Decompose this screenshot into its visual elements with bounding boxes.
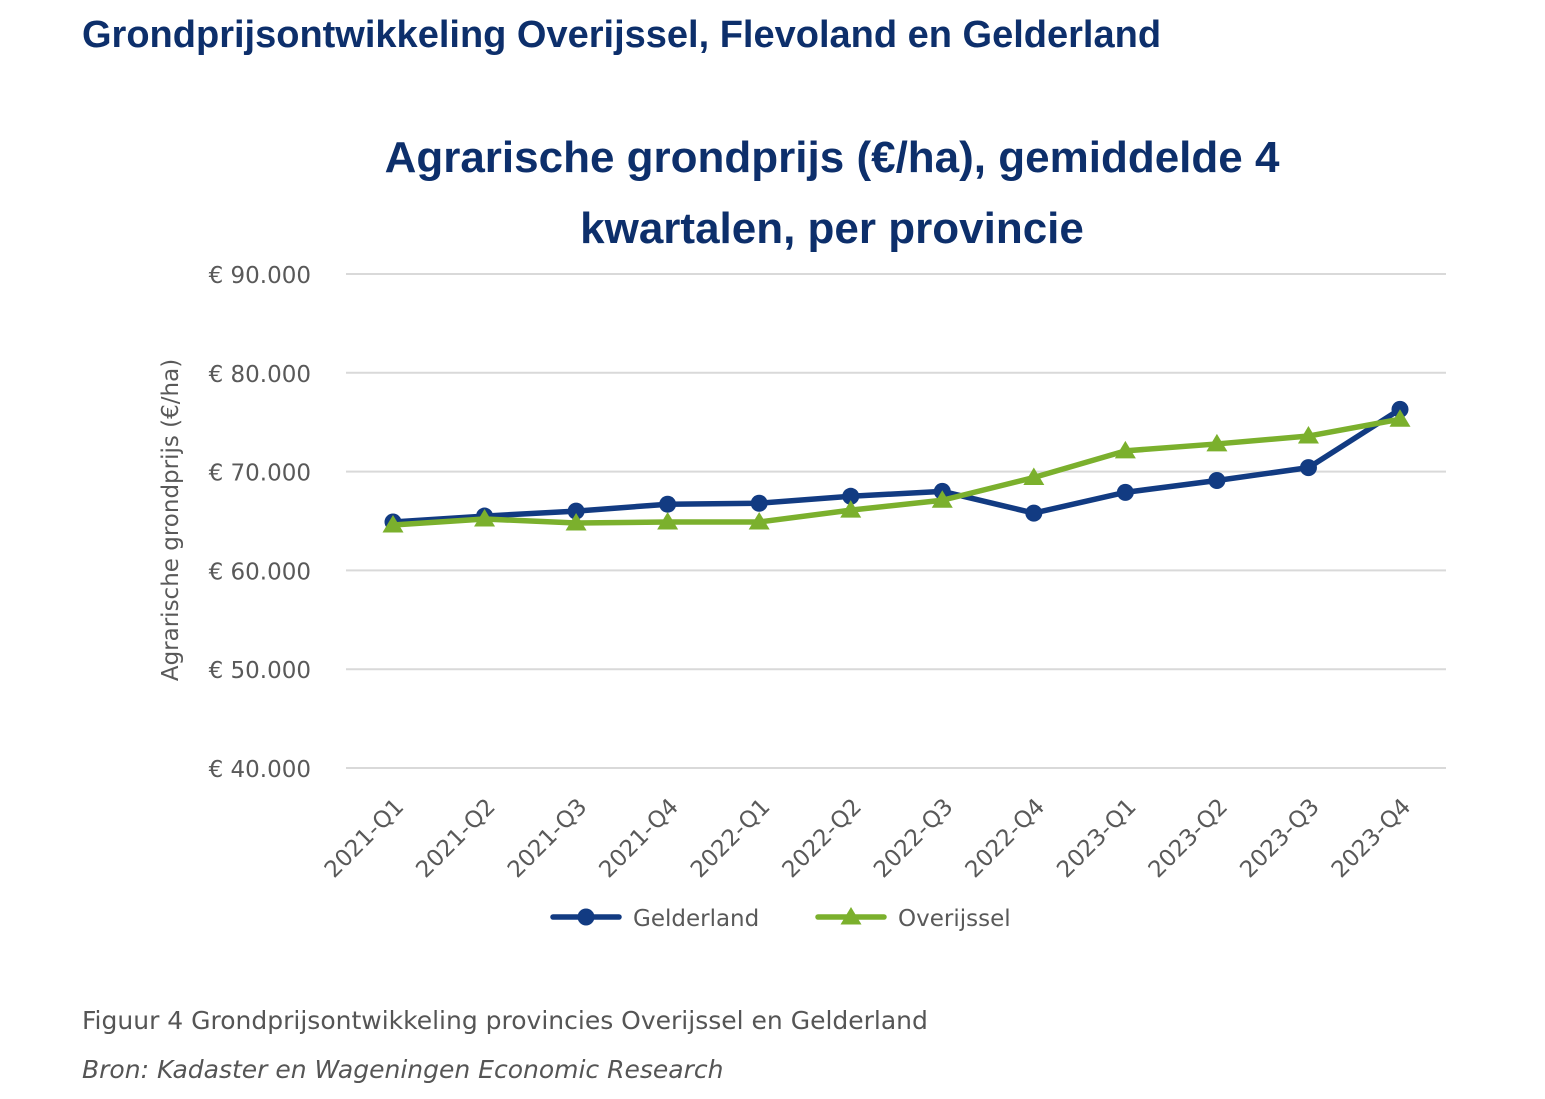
figure-caption: Figuur 4 Grondprijsontwikkeling provinci… (82, 1006, 928, 1035)
y-tick-label: € 50.000 (209, 658, 311, 684)
legend-label-gelderland: Gelderland (633, 906, 759, 932)
series-gelderland (384, 400, 1409, 531)
y-axis-tick-labels: € 40.000 € 50.000 € 60.000 € 70.000 € 80.000… (209, 263, 311, 783)
x-tick-label: 2023-Q3 (1235, 794, 1324, 883)
series-overijssel (382, 409, 1411, 533)
data-point-overijssel (1023, 467, 1045, 486)
x-tick-label: 2021-Q2 (411, 794, 500, 883)
y-tick-label: € 90.000 (209, 263, 311, 289)
data-point-overijssel (1297, 426, 1319, 444)
figure-source: Bron: Kadaster en Wageningen Economic Re… (82, 1055, 724, 1084)
x-tick-label: 2023-Q2 (1144, 794, 1233, 883)
gridlines (346, 273, 1446, 769)
legend: Gelderland Overijssel (550, 906, 1011, 932)
y-axis-label: Agrarische grondprijs (€/ha) (158, 359, 184, 681)
data-point-gelderland (1299, 459, 1317, 477)
data-point-gelderland (1025, 504, 1043, 522)
y-tick-label: € 70.000 (209, 461, 311, 487)
x-tick-label: 2022-Q3 (869, 794, 958, 883)
x-axis-tick-labels: 2021-Q1 2021-Q2 2021-Q3 2021-Q4 2022-Q1 2022-… (320, 794, 1416, 883)
x-tick-label: 2022-Q2 (778, 794, 867, 883)
data-point-overijssel (1206, 433, 1228, 452)
data-point-overijssel (1114, 440, 1136, 459)
x-tick-label: 2021-Q1 (320, 794, 409, 883)
data-point-overijssel (1389, 409, 1411, 427)
x-tick-label: 2023-Q1 (1052, 794, 1141, 883)
data-point-gelderland (842, 487, 860, 505)
y-tick-label: € 40.000 (209, 757, 311, 783)
y-tick-label: € 60.000 (209, 559, 311, 585)
data-point-overijssel (382, 514, 404, 533)
x-tick-label: 2021-Q3 (503, 794, 592, 883)
data-point-gelderland (1116, 483, 1134, 501)
x-tick-label: 2021-Q4 (594, 794, 683, 883)
x-tick-label: 2022-Q1 (686, 794, 775, 883)
chart-title-line-1: Agrarische grondprijs (€/ha), gemiddelde… (385, 133, 1280, 182)
page-heading: Grondprijsontwikkeling Overijssel, Flevo… (82, 14, 1162, 56)
data-point-overijssel (840, 500, 862, 518)
series-layer (382, 400, 1411, 533)
legend-marker-overijssel (840, 907, 862, 925)
data-point-gelderland (567, 502, 585, 520)
series-line-overijssel (390, 416, 1403, 528)
series-line-gelderland (390, 406, 1403, 525)
data-point-gelderland (1208, 471, 1226, 489)
data-point-overijssel (748, 511, 770, 530)
legend-marker-gelderland (577, 908, 595, 926)
legend-label-overijssel: Overijssel (898, 906, 1011, 932)
legend-item-overijssel: Overijssel (815, 906, 1011, 932)
data-point-overijssel (565, 512, 587, 531)
x-tick-label: 2022-Q4 (961, 794, 1050, 883)
data-point-gelderland (750, 494, 768, 512)
legend-item-gelderland: Gelderland (550, 906, 759, 932)
data-point-overijssel (657, 511, 679, 530)
chart-title-line-2: kwartalen, per provincie (580, 204, 1084, 253)
data-point-overijssel (931, 490, 953, 508)
y-tick-label: € 80.000 (209, 362, 311, 388)
x-tick-label: 2023-Q4 (1327, 794, 1416, 883)
chart-title: Agrarische grondprijs (€/ha), gemiddelde… (385, 133, 1280, 253)
line-chart: Agrarische grondprijs (€/ha), gemiddelde… (158, 133, 1446, 932)
data-point-gelderland (659, 495, 677, 513)
data-point-overijssel (474, 509, 496, 527)
